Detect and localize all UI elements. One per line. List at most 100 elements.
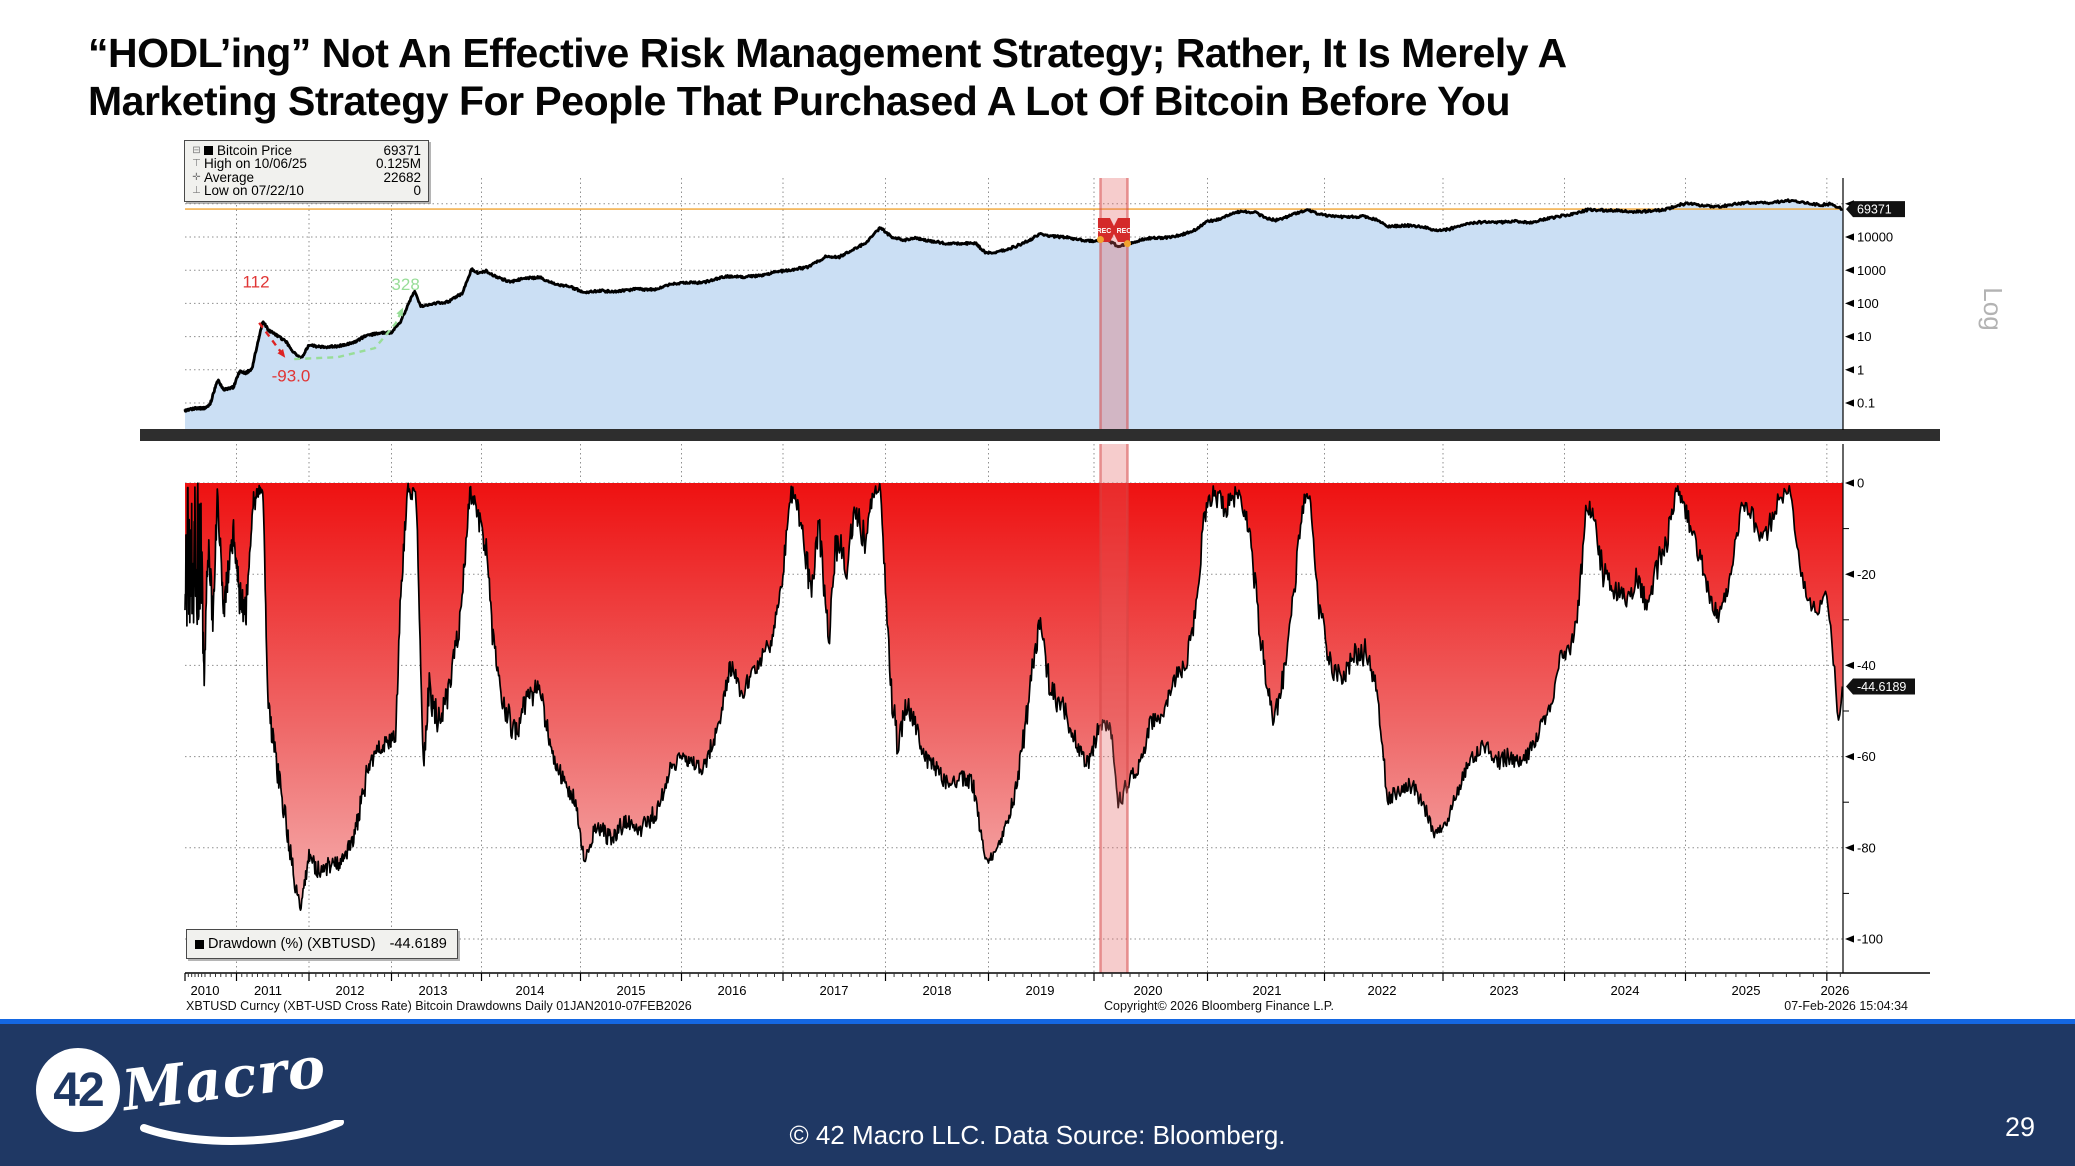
band-edge-marker-dot [1123,240,1131,248]
legend-label: Average [204,169,255,185]
price-tick-label: 1 [1857,362,1864,377]
year-label-2012: 2012 [336,983,365,998]
year-label-2019: 2019 [1026,983,1055,998]
legend-row-high: ⊤ High on 10/06/25 0.125M [189,156,421,172]
drawdown-tick-label: -20 [1857,567,1876,582]
last-value-badge [1846,678,1915,695]
axis-tick-arrow [1845,366,1854,374]
legend-row-low: ⊥ Low on 07/22/10 0 [189,183,421,199]
legend-value: 0.125M [375,156,421,172]
axis-tick-arrow [1845,233,1854,241]
drawdown-area-fill [185,483,1843,911]
price-tick-label: 100 [1857,296,1879,311]
axis-tick-arrow [1845,753,1854,761]
axis-tick-arrow [1845,570,1854,578]
rec-label: REC [1117,228,1132,235]
legend-row-average: ✛ Average 22682 [189,169,421,185]
axes-layer: 10000 1000 100 10 1 0.1 0 -20 -40 -60 -80 -100 69371… [140,178,1940,998]
legend-label: Drawdown (%) (XBTUSD) [208,936,376,952]
bloomberg-chart: REC REC 112 -93.0 328 10000 1000 100 10 1 0.1 0 -20… [140,178,2008,1013]
band-edge-marker-dot [1096,236,1104,244]
drawdown-tick-label: -40 [1857,658,1876,673]
year-label-2013: 2013 [419,983,448,998]
drawdown-line-path [184,482,1844,911]
low-marker-icon: ⊥ [192,185,201,197]
axis-tick-arrow [1845,935,1854,943]
year-label-2014: 2014 [516,983,545,998]
rec-label: REC [1097,228,1112,235]
slide-title: “HODL’ing” Not An Effective Risk Managem… [88,30,2048,126]
axis-tick-arrow [1845,479,1854,487]
price-tick-label: 10 [1857,329,1871,344]
drawdown-panel [184,444,1844,973]
annotation--93.0: -93.0 [272,367,311,386]
axis-tick-arrow [1845,661,1854,669]
slide-title-line-1: “HODL’ing” Not An Effective Risk Managem… [88,30,1567,76]
axis-tick-arrow [1845,333,1854,341]
log-scale-label: Log [1978,287,2008,330]
rec-flag-right [1111,218,1130,242]
price-panel: REC REC 112 -93.0 328 [183,178,1843,430]
legend-label: High on 10/06/25 [204,156,307,172]
bloomberg-footer-left: XBTUSD Curncy (XBT-USD Cross Rate) Bitco… [186,999,692,1013]
annotation-arrow-line [294,307,405,361]
high-marker-icon: ⊤ [192,158,201,170]
annotation-arrowhead [277,349,286,358]
legend-value: -44.6189 [389,936,447,952]
slide-footer-bar: 42 Macro © 42 Macro LLC. Data Source: Bl… [0,1019,2075,1166]
last-value-badge-text: 69371 [1857,202,1892,216]
42-macro-logo-circle: 42 [36,1048,120,1132]
year-label-2016: 2016 [718,983,747,998]
bloomberg-footer-timestamp: 07-Feb-2026 15:04:34 [1784,999,1908,1013]
drawdown-tick-label: -100 [1857,932,1883,947]
price-legend-box: ⊟ Bitcoin Price 69371 ⊤ High on 10/06/25… [184,140,429,202]
year-label-2011: 2011 [254,983,282,998]
bloomberg-footer-copyright: Copyright© 2026 Bloomberg Finance L.P. [1104,999,1334,1013]
axis-tick-arrow [1845,399,1854,407]
year-label-2026: 2026 [1820,983,1849,998]
legend-label: Low on 07/22/10 [204,183,304,199]
annotation-arrowhead [396,307,404,317]
legend-value: 22682 [383,169,421,185]
drawdown-tick-label: 0 [1857,476,1864,491]
rec-flag-left [1097,218,1116,242]
average-marker-icon: ✛ [192,171,201,183]
price-tick-label: 10000 [1857,230,1893,245]
year-label-2023: 2023 [1490,983,1519,998]
axis-tick-arrow [1845,266,1854,274]
year-label-2024: 2024 [1611,983,1640,998]
drawdown-legend-box: Drawdown (%) (XBTUSD) -44.6189 [186,929,458,959]
panel-divider [140,429,1940,441]
annotation-328: 328 [391,275,419,294]
year-label-2025: 2025 [1732,983,1761,998]
drawdown-tick-label: -80 [1857,840,1876,855]
macro-logo-script: Macro [118,1033,330,1125]
price-series-swatch [204,146,213,156]
axis-tick-arrow [1845,844,1854,852]
year-label-2017: 2017 [820,983,849,998]
page-number: 29 [2004,1112,2035,1142]
legend-row-drawdown: Drawdown (%) (XBTUSD) -44.6189 [195,933,447,955]
copyright-text: © 42 Macro LLC. Data Source: Bloomberg. [789,1120,1286,1150]
annotation-112: 112 [242,273,269,292]
legend-row-price: ⊟ Bitcoin Price 69371 [189,143,421,158]
price-tick-label: 1000 [1857,263,1886,278]
slide-title-line-2: Marketing Strategy For People That Purch… [88,77,1510,124]
year-label-2022: 2022 [1368,983,1397,998]
year-label-2021: 2021 [1253,983,1282,998]
price-area-fill [185,199,1843,429]
year-label-2015: 2015 [617,983,646,998]
year-label-2018: 2018 [923,983,952,998]
legend-label: Bitcoin Price [217,143,293,158]
price-tick-label: 0.1 [1857,396,1875,411]
logo-swoosh-icon [140,1120,344,1145]
price-line-path [183,198,1843,413]
legend-value: 69371 [383,143,421,158]
drawdown-series-swatch [195,939,204,949]
last-value-badge [1846,201,1905,218]
axis-tick-arrow [1845,299,1854,307]
recession-band [1100,444,1128,973]
year-label-2020: 2020 [1134,983,1163,998]
drawdown-tick-label: -60 [1857,749,1876,764]
